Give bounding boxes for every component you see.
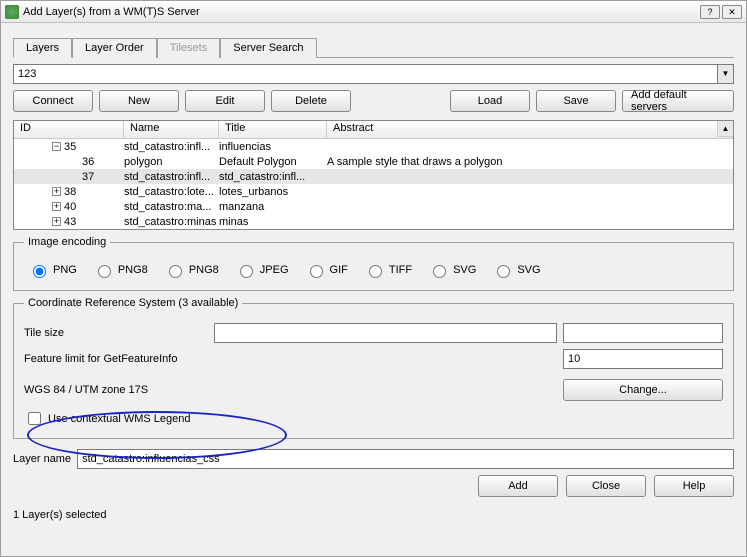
- image-encoding-group: Image encoding PNG PNG8 PNG8 JPEG GIF TIFF SVG…: [13, 236, 734, 291]
- status-text: 1 Layer(s) selected: [13, 509, 734, 521]
- chevron-down-icon[interactable]: ▼: [718, 64, 734, 84]
- encoding-option[interactable]: PNG8: [93, 262, 148, 278]
- crs-current-label: WGS 84 / UTM zone 17S: [24, 384, 563, 396]
- delete-button[interactable]: Delete: [271, 90, 351, 112]
- tab-layers[interactable]: Layers: [13, 38, 72, 58]
- table-row[interactable]: +40std_catastro:ma...manzana: [14, 199, 733, 214]
- contextual-legend-checkbox[interactable]: [28, 412, 41, 425]
- tile-size-b-input[interactable]: [563, 323, 723, 343]
- connection-input[interactable]: [13, 64, 718, 84]
- dialog-window: Add Layer(s) from a WM(T)S Server ? ✕ La…: [0, 0, 747, 557]
- save-button[interactable]: Save: [536, 90, 616, 112]
- expand-icon[interactable]: −: [52, 142, 61, 151]
- contextual-legend-row: Use contextual WMS Legend: [24, 409, 723, 428]
- feature-limit-row: Feature limit for GetFeatureInfo: [24, 349, 723, 369]
- change-crs-button[interactable]: Change...: [563, 379, 723, 401]
- close-icon[interactable]: ✕: [722, 5, 742, 19]
- layer-name-input[interactable]: [77, 449, 734, 469]
- feature-limit-input[interactable]: [563, 349, 723, 369]
- connect-button[interactable]: Connect: [13, 90, 93, 112]
- tab-layer-order[interactable]: Layer Order: [72, 38, 157, 58]
- help-button[interactable]: Help: [654, 475, 734, 497]
- add-default-servers-button[interactable]: Add default servers: [622, 90, 734, 112]
- table-row[interactable]: −35std_catastro:infl...influencias: [14, 139, 733, 154]
- expand-icon[interactable]: +: [52, 217, 61, 226]
- col-abstract[interactable]: Abstract: [327, 121, 733, 138]
- crs-legend: Coordinate Reference System (3 available…: [24, 297, 242, 309]
- tab-server-search[interactable]: Server Search: [220, 38, 316, 58]
- dialog-buttons: Add Close Help: [13, 475, 734, 497]
- tile-size-row: Tile size: [24, 323, 723, 343]
- expand-icon[interactable]: +: [52, 187, 61, 196]
- col-id[interactable]: ID: [14, 121, 124, 138]
- layer-name-label: Layer name: [13, 453, 71, 465]
- table-row[interactable]: 37std_catastro:infl...std_catastro:infl.…: [14, 169, 733, 184]
- encoding-option[interactable]: PNG8: [164, 262, 219, 278]
- layer-tree: ▲ ID Name Title Abstract −35std_catastro…: [13, 120, 734, 230]
- table-row[interactable]: 36polygonDefault PolygonA sample style t…: [14, 154, 733, 169]
- tile-size-label: Tile size: [24, 327, 214, 339]
- col-name[interactable]: Name: [124, 121, 219, 138]
- close-button[interactable]: Close: [566, 475, 646, 497]
- encoding-option[interactable]: GIF: [305, 262, 348, 278]
- encoding-radios: PNG PNG8 PNG8 JPEG GIF TIFF SVG SVG: [24, 256, 723, 280]
- app-icon: [5, 5, 19, 19]
- col-title[interactable]: Title: [219, 121, 327, 138]
- table-row[interactable]: +38std_catastro:lote...lotes_urbanos: [14, 184, 733, 199]
- table-row[interactable]: +43std_catastro:minasminas: [14, 214, 733, 229]
- help-button-icon[interactable]: ?: [700, 5, 720, 19]
- image-encoding-legend: Image encoding: [24, 236, 110, 248]
- layer-name-row: Layer name: [13, 449, 734, 469]
- new-button[interactable]: New: [99, 90, 179, 112]
- contextual-legend-label: Use contextual WMS Legend: [48, 413, 190, 425]
- scroll-up-icon[interactable]: ▲: [717, 121, 733, 137]
- content-area: Layers Layer Order Tilesets Server Searc…: [1, 23, 746, 556]
- tab-tilesets: Tilesets: [157, 38, 221, 58]
- load-button[interactable]: Load: [450, 90, 530, 112]
- tile-size-a-input[interactable]: [214, 323, 557, 343]
- tree-header: ID Name Title Abstract: [14, 121, 733, 139]
- connection-combo: ▼: [13, 64, 734, 84]
- encoding-option[interactable]: JPEG: [235, 262, 289, 278]
- connection-buttons: Connect New Edit Delete Load Save Add de…: [13, 90, 734, 112]
- edit-button[interactable]: Edit: [185, 90, 265, 112]
- encoding-option[interactable]: SVG: [428, 262, 476, 278]
- crs-current-row: WGS 84 / UTM zone 17S Change...: [24, 379, 723, 401]
- add-button[interactable]: Add: [478, 475, 558, 497]
- encoding-option[interactable]: PNG: [28, 262, 77, 278]
- encoding-option[interactable]: SVG: [492, 262, 540, 278]
- titlebar: Add Layer(s) from a WM(T)S Server ? ✕: [1, 1, 746, 23]
- tabs: Layers Layer Order Tilesets Server Searc…: [13, 37, 734, 58]
- crs-group: Coordinate Reference System (3 available…: [13, 297, 734, 439]
- window-title: Add Layer(s) from a WM(T)S Server: [23, 6, 698, 18]
- expand-icon[interactable]: +: [52, 202, 61, 211]
- tree-body[interactable]: −35std_catastro:infl...influencias36poly…: [14, 139, 733, 229]
- feature-limit-label: Feature limit for GetFeatureInfo: [24, 353, 384, 365]
- encoding-option[interactable]: TIFF: [364, 262, 412, 278]
